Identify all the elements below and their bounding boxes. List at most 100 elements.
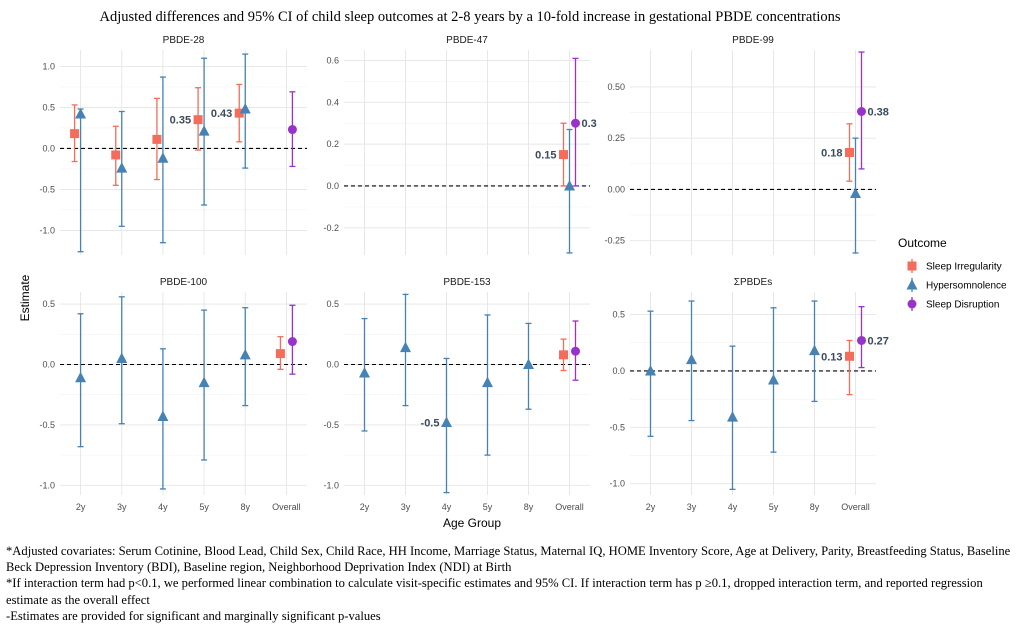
x-tick-label: 5y xyxy=(483,502,493,512)
point-marker xyxy=(857,335,866,345)
x-tick-label: 3y xyxy=(687,502,697,512)
series-sleep-disruption: 0.38 xyxy=(857,51,889,170)
estimate-label: 0.13 xyxy=(821,351,842,363)
point-marker xyxy=(111,150,121,160)
point-marker xyxy=(400,341,411,353)
x-tick-label: 8y xyxy=(524,502,534,512)
y-tick-label: -1.0 xyxy=(609,479,625,489)
y-tick-label: 0.00 xyxy=(607,184,625,194)
panel-pbde-100: PBDE-100 -1.0 -0.5 0.0 0.5 2y 3y 4y 5y 8y Overall xyxy=(39,277,307,512)
chart-panels: PBDE-28 -1.0 -0.5 0.0 0.5 1.0 0.35 0.43 PBDE-47 -… xyxy=(39,35,888,512)
x-tick-label: 5y xyxy=(199,502,209,512)
y-tick-label: 0.5 xyxy=(326,299,339,309)
series-sleep-disruption: 0.27 xyxy=(857,306,889,369)
x-tick-label: Overall xyxy=(272,502,301,512)
x-tick-label: 8y xyxy=(240,502,250,512)
legend-key-marker xyxy=(907,299,917,309)
y-tick-label: 0.4 xyxy=(326,97,339,107)
panel-title: PBDE-99 xyxy=(732,35,774,46)
legend-key-marker xyxy=(906,279,918,290)
point-marker xyxy=(287,337,297,347)
chart-title: Adjusted differences and 95% CI of child… xyxy=(99,9,840,25)
point-marker xyxy=(727,411,738,422)
y-tick-label: 0.0 xyxy=(326,360,339,370)
point-marker xyxy=(359,366,370,378)
x-tick-label: 2y xyxy=(360,502,370,512)
footnote-estimates: -Estimates are provided for significant … xyxy=(6,608,381,623)
point-marker xyxy=(75,371,87,383)
footnotes: *Adjusted covariates: Serum Cotinine, Bl… xyxy=(6,543,1018,624)
x-tick-label: 2y xyxy=(76,502,86,512)
point-marker xyxy=(768,373,779,385)
y-tick-label: 0.50 xyxy=(607,82,625,92)
point-marker xyxy=(239,103,251,114)
estimate-label: 0.43 xyxy=(211,108,232,120)
point-marker xyxy=(686,353,697,365)
y-tick-label: -0.25 xyxy=(604,236,625,246)
y-tick-label: 0.0 xyxy=(612,366,625,376)
x-tick-label: 2y xyxy=(646,502,656,512)
series-sleep-irregularity xyxy=(275,336,285,370)
x-tick-label: Overall xyxy=(555,502,584,512)
x-tick-label: 4y xyxy=(442,502,452,512)
panel-pbde-153: PBDE-153 -1.0 -0.5 0.0 0.5 2y 3y 4y 5y 8y Overall -… xyxy=(323,277,590,512)
point-marker xyxy=(198,125,210,136)
y-tick-label: -0.5 xyxy=(39,420,55,430)
point-marker xyxy=(809,344,820,356)
estimate-label: 0.15 xyxy=(535,150,556,162)
point-marker xyxy=(559,150,568,160)
estimate-label: 0.18 xyxy=(821,148,842,160)
estimate-label: 0.38 xyxy=(868,107,889,119)
legend-title: Outcome xyxy=(898,236,947,250)
series-sleep-disruption xyxy=(287,304,297,375)
panel-title: PBDE-153 xyxy=(443,277,491,288)
point-marker xyxy=(523,358,534,369)
point-marker xyxy=(287,125,297,135)
legend-item-sleep-disruption: Sleep Disruption xyxy=(907,297,999,311)
point-marker xyxy=(571,118,580,128)
point-marker xyxy=(845,148,854,157)
point-marker xyxy=(441,416,452,427)
y-tick-label: 0.0 xyxy=(42,143,55,153)
series-sleep-disruption: 0.3 xyxy=(571,57,597,187)
y-tick-label: 0.0 xyxy=(42,360,55,370)
point-marker xyxy=(157,410,169,421)
point-marker xyxy=(564,179,575,191)
point-marker xyxy=(234,108,244,118)
y-tick-label: 0.0 xyxy=(326,181,339,191)
series-hypersomnolence xyxy=(645,300,820,491)
legend-item-sleep-irregularity: Sleep Irregularity xyxy=(907,259,1002,273)
legend-key-marker xyxy=(907,261,917,271)
series-sleep-irregularity: 0.18 xyxy=(821,123,854,182)
point-marker xyxy=(645,364,656,376)
footnote-interaction: *If interaction term had p<0.1, we perfo… xyxy=(6,576,983,607)
point-marker xyxy=(157,152,169,163)
legend-item-hypersomnolence: Hypersomnolence xyxy=(906,278,1007,292)
y-tick-label: 0.2 xyxy=(326,139,339,149)
series-sleep-irregularity: 0.15 xyxy=(535,122,568,187)
legend-label: Sleep Irregularity xyxy=(926,262,1002,273)
point-marker xyxy=(275,349,285,359)
point-marker xyxy=(75,107,87,119)
point-marker xyxy=(850,187,861,198)
point-marker xyxy=(239,348,251,360)
y-tick-label: 1.0 xyxy=(42,61,55,71)
series-hypersomnolence xyxy=(564,128,575,254)
legend-label: Sleep Disruption xyxy=(926,300,999,311)
y-tick-label: -0.5 xyxy=(323,420,339,430)
point-marker xyxy=(116,162,128,173)
point-marker xyxy=(152,134,162,144)
x-tick-label: 4y xyxy=(728,502,738,512)
panel-pbde-99: PBDE-99 -0.25 0.00 0.25 0.50 0.18 0.38 xyxy=(604,35,889,255)
x-tick-label: 5y xyxy=(769,502,779,512)
estimate-label: 0.3 xyxy=(582,118,597,130)
series-sleep-disruption xyxy=(571,320,580,381)
point-marker xyxy=(482,376,493,388)
chart-figure: Adjusted differences and 95% CI of child… xyxy=(18,9,1007,530)
y-tick-label: 0.5 xyxy=(612,310,625,320)
point-marker xyxy=(116,352,128,363)
y-tick-label: -0.2 xyxy=(323,223,339,233)
y-tick-label: 0.25 xyxy=(607,133,625,143)
y-tick-label: -0.5 xyxy=(609,422,625,432)
panel-pbde-28: PBDE-28 -1.0 -0.5 0.0 0.5 1.0 0.35 0.43 xyxy=(39,35,307,255)
